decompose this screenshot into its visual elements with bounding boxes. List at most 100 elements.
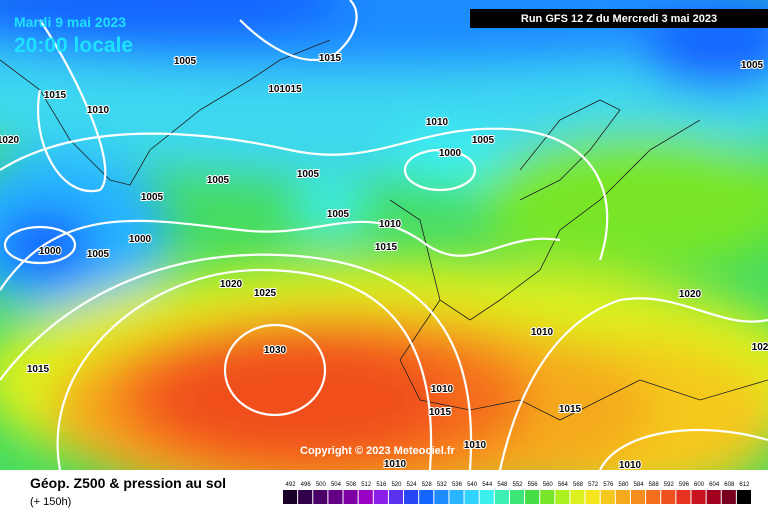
scale-swatch bbox=[615, 490, 630, 504]
scale-swatch bbox=[706, 490, 721, 504]
scale-swatch bbox=[298, 490, 313, 504]
forecast-date: Mardi 9 mai 2023 bbox=[14, 14, 126, 30]
scale-label: 552 bbox=[512, 482, 523, 488]
isobar-label: 102 bbox=[752, 342, 768, 353]
scale-swatch bbox=[509, 490, 525, 504]
scale-swatch bbox=[721, 490, 736, 504]
scale-label: 520 bbox=[391, 482, 402, 488]
isobar-label: 1005 bbox=[141, 192, 164, 203]
scale-swatch bbox=[328, 490, 343, 504]
scale-label: 572 bbox=[588, 482, 599, 488]
isobar-label: 1015 bbox=[27, 364, 50, 375]
scale-swatch bbox=[373, 490, 388, 504]
scale-swatch bbox=[343, 490, 358, 504]
scale-swatch bbox=[358, 490, 373, 504]
scale-label: 528 bbox=[422, 482, 433, 488]
scale-label: 524 bbox=[407, 482, 418, 488]
scale-label: 540 bbox=[467, 482, 478, 488]
isobar-label: 1015 bbox=[319, 53, 342, 64]
isobar-label: 1005 bbox=[327, 209, 350, 220]
isobar-label: 1005 bbox=[472, 135, 495, 146]
scale-swatch bbox=[479, 490, 494, 504]
isobar-label: 101015 bbox=[268, 84, 302, 95]
scale-label: 548 bbox=[497, 482, 508, 488]
isobar-label: 1010 bbox=[619, 460, 642, 471]
scale-swatch bbox=[570, 490, 585, 504]
isobar-label: 1010 bbox=[426, 117, 449, 128]
isobar-label: 1020 bbox=[220, 279, 243, 290]
scale-label: 604 bbox=[709, 482, 720, 488]
isobar-label: 1000 bbox=[39, 246, 62, 257]
scale-swatch bbox=[736, 490, 751, 504]
scale-swatch bbox=[494, 490, 509, 504]
scale-label: 512 bbox=[361, 482, 372, 488]
isobar-label: 1010 bbox=[464, 440, 487, 451]
scale-label: 588 bbox=[649, 482, 660, 488]
scale-label: 584 bbox=[634, 482, 645, 488]
scale-label: 568 bbox=[573, 482, 584, 488]
scale-label: 608 bbox=[724, 482, 735, 488]
isobar-label: 1000 bbox=[439, 148, 462, 159]
isobars bbox=[0, 0, 768, 470]
isobar-label: 1005 bbox=[207, 175, 230, 186]
scale-swatch bbox=[313, 490, 328, 504]
scale-swatch bbox=[434, 490, 449, 504]
scale-label: 560 bbox=[543, 482, 554, 488]
scale-swatch bbox=[525, 490, 540, 504]
isobar-label: 1010 bbox=[379, 219, 402, 230]
scale-swatch bbox=[691, 490, 706, 504]
isobar-label: 1010 bbox=[431, 384, 454, 395]
scale-swatch bbox=[540, 490, 555, 504]
scale-label: 496 bbox=[301, 482, 312, 488]
isobar-label: 1015 bbox=[559, 404, 582, 415]
footer-subtitle: (+ 150h) bbox=[30, 496, 71, 508]
scale-swatch bbox=[646, 490, 661, 504]
run-info: Run GFS 12 Z du Mercredi 3 mai 2023 bbox=[521, 13, 717, 25]
isobar-label: 1005 bbox=[741, 60, 764, 71]
scale-label: 504 bbox=[331, 482, 342, 488]
scale-swatch bbox=[585, 490, 600, 504]
scale-swatch bbox=[464, 490, 479, 504]
run-banner bbox=[470, 9, 768, 28]
isobar-label: 1015 bbox=[375, 242, 398, 253]
scale-label: 500 bbox=[316, 482, 327, 488]
scale-label: 564 bbox=[558, 482, 569, 488]
scale-label: 600 bbox=[694, 482, 705, 488]
scale-label: 536 bbox=[452, 482, 463, 488]
scale-swatch bbox=[419, 490, 434, 504]
isobar-label: 1010 bbox=[531, 327, 554, 338]
isobar-label: 1025 bbox=[254, 288, 277, 299]
isobar-label: 1005 bbox=[174, 56, 197, 67]
scale-label: 576 bbox=[603, 482, 614, 488]
isobar-label: 1020 bbox=[679, 289, 702, 300]
isobar-label: 1015 bbox=[429, 407, 452, 418]
isobar-label: 1000 bbox=[129, 234, 152, 245]
scale-label: 508 bbox=[346, 482, 357, 488]
scale-swatch bbox=[449, 490, 464, 504]
scale-swatch bbox=[630, 490, 646, 504]
isobar-label: 1020 bbox=[0, 135, 20, 146]
scale-label: 596 bbox=[679, 482, 690, 488]
scale-label: 516 bbox=[376, 482, 387, 488]
scale-swatch bbox=[404, 490, 419, 504]
isobar-label: 1005 bbox=[87, 249, 110, 260]
scale-swatch bbox=[283, 490, 298, 504]
isobar-label: 1030 bbox=[264, 345, 287, 356]
scale-label: 544 bbox=[482, 482, 493, 488]
scale-label: 612 bbox=[739, 482, 750, 488]
scale-swatch bbox=[555, 490, 570, 504]
scale-label: 492 bbox=[286, 482, 297, 488]
copyright: Copyright © 2023 Meteociel.fr bbox=[300, 445, 456, 457]
isobar-label: 1015 bbox=[44, 90, 67, 101]
scale-label: 580 bbox=[618, 482, 629, 488]
isobar-label: 1010 bbox=[384, 459, 407, 470]
scale-swatch bbox=[661, 490, 676, 504]
coastlines bbox=[0, 39, 768, 421]
forecast-time: 20:00 locale bbox=[14, 34, 133, 57]
isobar-label: 1005 bbox=[297, 169, 320, 180]
isobar-label: 1010 bbox=[87, 105, 110, 116]
scale-label: 532 bbox=[437, 482, 448, 488]
scale-label: 556 bbox=[528, 482, 539, 488]
